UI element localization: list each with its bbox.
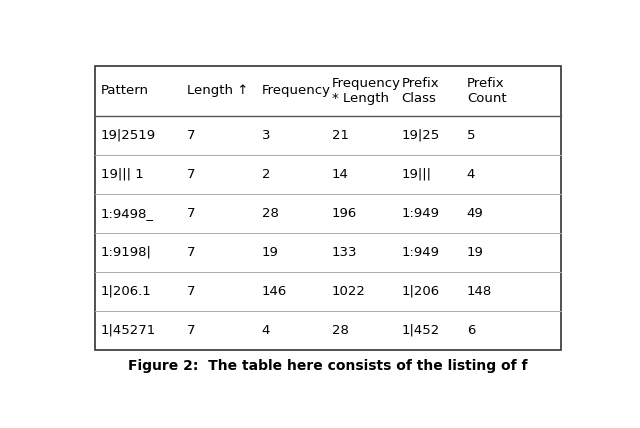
Text: 133: 133	[332, 246, 357, 259]
Text: Prefix: Prefix	[401, 77, 439, 90]
Text: Frequency: Frequency	[332, 77, 401, 90]
Text: Figure 2:  The table here consists of the listing of f: Figure 2: The table here consists of the…	[128, 359, 528, 373]
Text: Length ↑: Length ↑	[187, 84, 248, 98]
Text: 19|2519: 19|2519	[101, 129, 156, 142]
Text: Frequency: Frequency	[262, 84, 331, 98]
Text: 7: 7	[187, 168, 196, 181]
Text: 21: 21	[332, 129, 349, 142]
Text: Class: Class	[401, 92, 436, 105]
Text: 19: 19	[467, 246, 484, 259]
Text: 1|206: 1|206	[401, 285, 440, 297]
Text: 28: 28	[332, 324, 349, 337]
Text: 1:9498_: 1:9498_	[101, 207, 154, 220]
Text: 196: 196	[332, 207, 357, 220]
Text: 19||| 1: 19||| 1	[101, 168, 143, 181]
Text: 19|||: 19|||	[401, 168, 431, 181]
Text: 1|45271: 1|45271	[101, 324, 156, 337]
Text: Pattern: Pattern	[101, 84, 149, 98]
Text: 1022: 1022	[332, 285, 365, 297]
Text: 1:949: 1:949	[401, 207, 440, 220]
Text: 7: 7	[187, 207, 196, 220]
Text: 19|25: 19|25	[401, 129, 440, 142]
Text: 146: 146	[262, 285, 287, 297]
Text: 6: 6	[467, 324, 476, 337]
Text: 2: 2	[262, 168, 270, 181]
Text: 49: 49	[467, 207, 484, 220]
Text: Count: Count	[467, 92, 506, 105]
Text: 1:949: 1:949	[401, 246, 440, 259]
Text: 7: 7	[187, 246, 196, 259]
Text: 14: 14	[332, 168, 349, 181]
Text: 19: 19	[262, 246, 278, 259]
Text: 148: 148	[467, 285, 492, 297]
Text: 7: 7	[187, 324, 196, 337]
Text: * Length: * Length	[332, 92, 388, 105]
Text: 1|206.1: 1|206.1	[101, 285, 152, 297]
Text: 7: 7	[187, 129, 196, 142]
Text: 28: 28	[262, 207, 278, 220]
Text: 1|452: 1|452	[401, 324, 440, 337]
Text: 3: 3	[262, 129, 270, 142]
Text: 4: 4	[467, 168, 476, 181]
Text: 7: 7	[187, 285, 196, 297]
Text: 1:9198|: 1:9198|	[101, 246, 152, 259]
Text: 5: 5	[467, 129, 476, 142]
Text: 4: 4	[262, 324, 270, 337]
Text: Prefix: Prefix	[467, 77, 504, 90]
